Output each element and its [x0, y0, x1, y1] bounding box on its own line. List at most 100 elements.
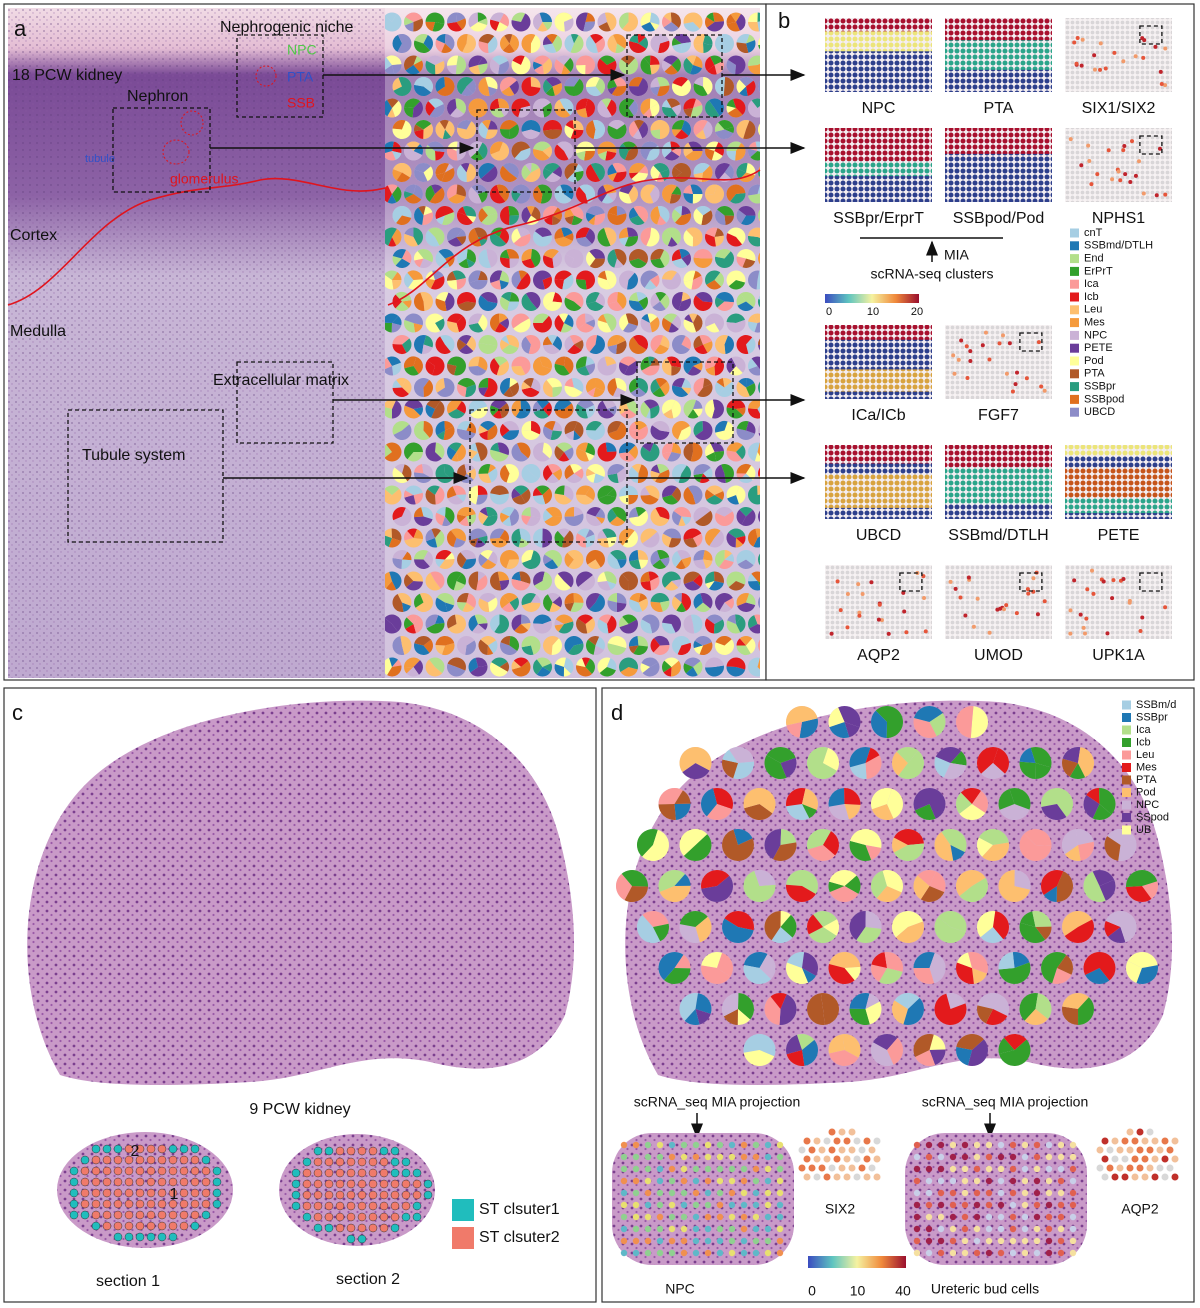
- pie-wedge: [462, 602, 475, 612]
- pie-wedge: [543, 465, 553, 481]
- pie-wedge: [736, 256, 746, 268]
- spot: [412, 1168, 422, 1178]
- pie-wedge: [634, 120, 645, 130]
- spot: [704, 1177, 712, 1185]
- pie-wedge: [755, 528, 760, 538]
- pie-wedge: [554, 237, 573, 247]
- pie-wedge: [1069, 763, 1086, 779]
- pie-wedge: [456, 76, 474, 95]
- pie-wedge: [586, 468, 596, 477]
- pie-wedge: [578, 575, 596, 591]
- expression-dot: [1081, 625, 1086, 630]
- spot: [324, 1168, 334, 1178]
- spot: [91, 1188, 101, 1198]
- pie-wedge: [693, 640, 703, 649]
- pie-wedge: [737, 559, 754, 569]
- pie-wedge: [576, 313, 586, 330]
- spot: [379, 1190, 389, 1200]
- pie-wedge: [544, 163, 560, 173]
- spot: [949, 1189, 957, 1197]
- thumbnail-label: SSBpr/ErprT: [833, 210, 924, 227]
- pie-wedge: [828, 1050, 859, 1066]
- pie-wedge: [619, 619, 639, 634]
- pie-wedge: [715, 382, 725, 395]
- pie-wedge: [607, 581, 616, 590]
- pie-wedge: [543, 129, 562, 139]
- expression-dot: [1074, 61, 1079, 66]
- pie-wedge: [468, 323, 484, 333]
- pie-wedge: [660, 381, 670, 396]
- pie-wedge: [736, 209, 746, 224]
- expression-dot: [1039, 384, 1044, 389]
- pie-wedge: [650, 508, 670, 527]
- pie-wedge: [701, 210, 713, 225]
- pie-wedge: [521, 228, 530, 237]
- pie-wedge: [704, 571, 715, 584]
- legend-swatch: [1070, 254, 1079, 264]
- spot: [335, 1146, 345, 1156]
- pie-wedge: [589, 258, 605, 269]
- pie-wedge: [664, 151, 680, 161]
- pie-wedge: [543, 168, 553, 180]
- pie-wedge: [700, 965, 731, 985]
- legend-swatch: [1070, 407, 1079, 417]
- pie-wedge: [638, 165, 648, 174]
- spot: [620, 1189, 628, 1197]
- pie-wedge: [533, 313, 549, 323]
- spot: [644, 1213, 652, 1221]
- pie-wedge: [650, 550, 660, 566]
- pie-wedge: [554, 227, 564, 240]
- pie-wedge: [758, 553, 760, 561]
- pie-wedge: [786, 804, 810, 820]
- spot: [357, 1168, 367, 1178]
- pie-wedge: [693, 533, 703, 547]
- pie-wedge: [586, 35, 598, 53]
- pie-wedge: [748, 399, 760, 409]
- region-label: glomerulus: [170, 171, 238, 187]
- pie-wedge: [730, 12, 741, 22]
- pie-wedge: [439, 558, 455, 569]
- pie-wedge: [499, 465, 510, 483]
- pie-wedge: [425, 185, 435, 202]
- pie-wedge: [511, 13, 531, 32]
- pie-wedge: [436, 34, 446, 44]
- pie-wedge: [413, 323, 423, 333]
- spot: [1069, 1249, 1077, 1257]
- spot: [668, 1225, 676, 1233]
- pie-wedge: [764, 755, 787, 780]
- pie-wedge: [551, 638, 562, 655]
- pie-wedge: [500, 550, 519, 569]
- expression-dot: [997, 341, 1002, 346]
- pie-wedge: [573, 593, 584, 603]
- expression-dot: [835, 579, 840, 584]
- pie-wedge: [723, 77, 735, 97]
- spot: [113, 1188, 123, 1198]
- pie-wedge: [445, 552, 455, 560]
- section-image: [57, 1132, 233, 1248]
- spot: [324, 1179, 334, 1189]
- spot: [146, 1144, 156, 1154]
- expression-dot: [876, 617, 881, 622]
- pie-wedge: [607, 658, 617, 671]
- pie-wedge: [786, 1050, 805, 1066]
- spot: [1009, 1249, 1017, 1257]
- pie-wedge: [693, 248, 713, 259]
- pie-wedge: [525, 162, 532, 173]
- pie-wedge: [935, 746, 962, 763]
- spot: [368, 1190, 378, 1200]
- pie-wedge: [1061, 829, 1078, 855]
- pie-wedge: [576, 270, 595, 290]
- pie-wedge: [663, 313, 678, 323]
- pie-wedge: [666, 98, 681, 108]
- pie-wedge: [404, 227, 414, 237]
- expression-dot: [1098, 67, 1103, 72]
- pie-wedge: [523, 378, 534, 388]
- cluster-region: [945, 40, 1052, 70]
- pie-wedge: [445, 163, 454, 173]
- thumbnail-label: UPK1A: [1092, 647, 1145, 664]
- pie-wedge: [413, 227, 424, 246]
- pie-wedge: [773, 842, 797, 861]
- spot: [740, 1249, 748, 1257]
- pie-wedge: [1118, 839, 1137, 861]
- pie-wedge: [629, 121, 639, 138]
